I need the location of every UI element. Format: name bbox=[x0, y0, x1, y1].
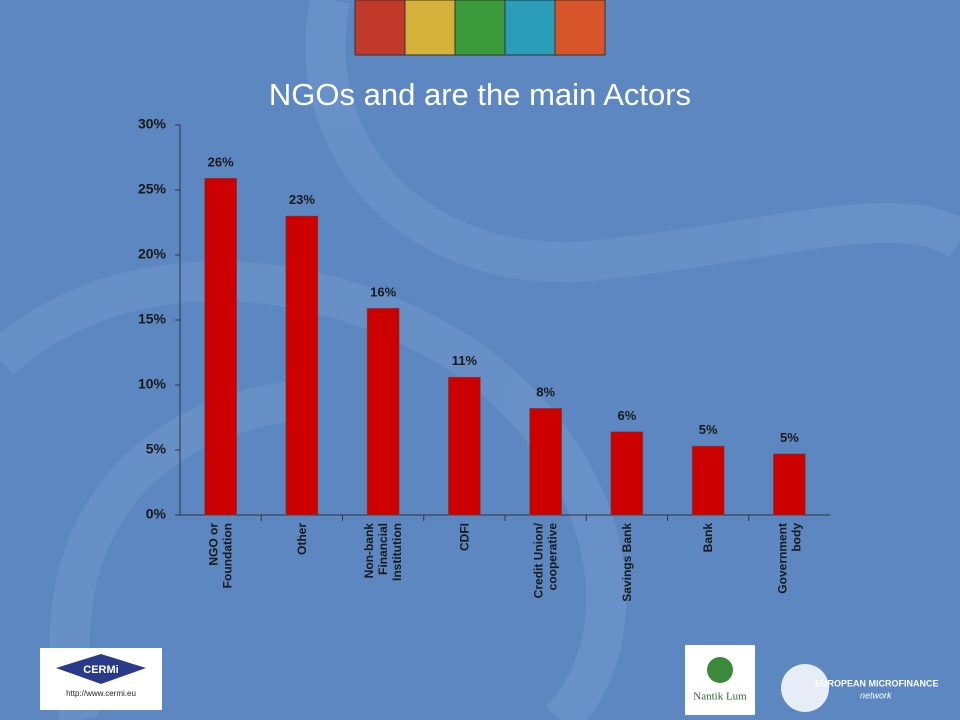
x-tick-label: Credit Union/cooperative bbox=[532, 522, 560, 598]
x-tick-label: Other bbox=[295, 523, 309, 555]
emn-logo: EUROPEAN MICROFINANCE network bbox=[781, 664, 939, 712]
bar bbox=[529, 408, 562, 516]
bar bbox=[691, 445, 725, 516]
chart-title: NGOs and are the main Actors bbox=[269, 77, 691, 112]
x-tick-label: Governmentbody bbox=[775, 523, 803, 594]
y-tick-label: 0% bbox=[146, 506, 167, 522]
bar bbox=[204, 178, 237, 516]
x-tick-label: Non-bankFinancialInstitution bbox=[362, 523, 404, 581]
value-label: 16% bbox=[370, 284, 396, 299]
y-tick-label: 15% bbox=[138, 311, 167, 327]
bar bbox=[366, 308, 400, 516]
cermi-logo: CERMi http://www.cermi.eu bbox=[40, 648, 162, 710]
logo-text: Nantik Lum bbox=[693, 691, 747, 703]
value-label: 11% bbox=[452, 353, 478, 368]
value-label: 6% bbox=[617, 408, 636, 423]
bar bbox=[773, 453, 806, 516]
value-label: 5% bbox=[780, 430, 799, 445]
y-tick-label: 5% bbox=[146, 441, 167, 457]
nantik-logo: Nantik Lum bbox=[685, 645, 755, 715]
y-tick-label: 30% bbox=[138, 116, 167, 132]
x-tick-label: Savings Bank bbox=[620, 523, 634, 602]
logo-text: CERMi bbox=[83, 664, 118, 676]
bar bbox=[610, 431, 644, 516]
y-tick-label: 20% bbox=[138, 246, 167, 262]
x-tick-label: NGO orFoundation bbox=[207, 523, 235, 589]
bar bbox=[448, 376, 481, 516]
value-label: 26% bbox=[208, 154, 234, 169]
value-label: 8% bbox=[536, 384, 555, 399]
logo-subtext: network bbox=[860, 690, 892, 700]
y-tick-label: 25% bbox=[138, 181, 167, 197]
bar bbox=[285, 215, 319, 516]
x-tick-label: CDFI bbox=[457, 523, 471, 551]
value-label: 5% bbox=[699, 422, 718, 437]
logo-text: EUROPEAN MICROFINANCE bbox=[815, 678, 939, 688]
y-tick-label: 10% bbox=[138, 376, 167, 392]
photo-strip bbox=[354, 0, 606, 56]
x-tick-label: Bank bbox=[701, 523, 715, 553]
plot: 0% 5% 10% 15% 20% 25% 30% 26% NGO orFoundation 23… bbox=[138, 116, 830, 602]
logo-url: http://www.cermi.eu bbox=[66, 689, 136, 698]
value-label: 23% bbox=[289, 192, 315, 207]
